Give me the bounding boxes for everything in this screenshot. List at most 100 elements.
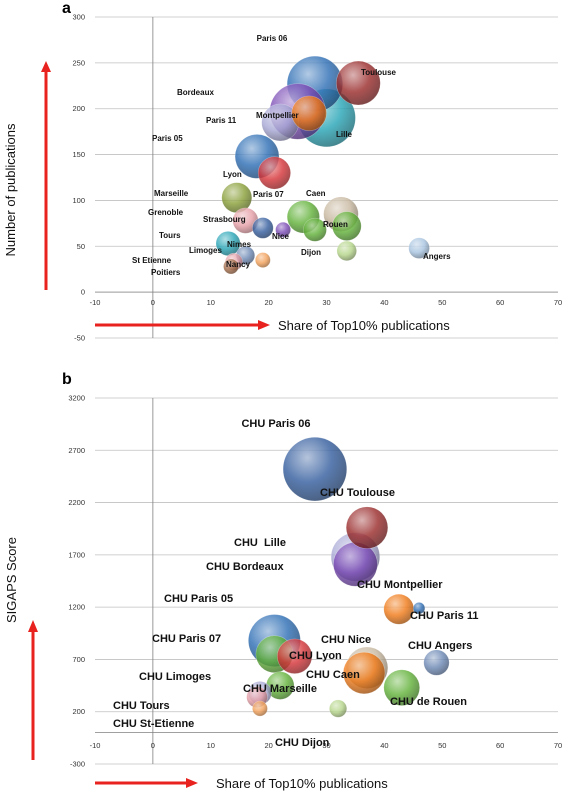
bubble-label: CHU Dijon bbox=[275, 737, 330, 749]
bubble-label: Grenoble bbox=[148, 208, 184, 217]
bubble-label: CHU Toulouse bbox=[320, 487, 395, 499]
bubble-chu-paris-11 bbox=[413, 602, 426, 615]
panel-a-y-axis-title: Number of publications bbox=[3, 123, 18, 256]
bubble-chu-paris-06 bbox=[282, 436, 348, 502]
bubble-chu-lyon bbox=[277, 638, 313, 674]
bubble-dijon bbox=[336, 240, 357, 262]
bubble-label: CHU Paris 07 bbox=[152, 633, 221, 645]
x-tick-label: 70 bbox=[554, 298, 562, 307]
y-tick-label: 200 bbox=[72, 104, 85, 113]
bubble-label: Poitiers bbox=[151, 268, 181, 277]
panel-b-grid bbox=[95, 397, 558, 765]
y-tick-label: 2700 bbox=[68, 446, 85, 455]
panel-b-letter: b bbox=[62, 371, 72, 388]
bubble-nancy bbox=[255, 252, 271, 268]
y-tick-label: 300 bbox=[72, 13, 85, 22]
panel-a-ticks: -50 0 50 100 150 200 250 300 -10 0 10 20 30 40 50 60 70 bbox=[72, 13, 562, 343]
bubble-label: CHU Paris 06 bbox=[241, 418, 310, 430]
bubble-toulouse bbox=[336, 60, 381, 106]
y-tick-label: 100 bbox=[72, 196, 85, 205]
panel-b-ticks: -300 200 700 1200 1700 2200 2700 3200 -10 0 10 20 30… bbox=[68, 394, 562, 769]
bubble-rouen bbox=[331, 211, 362, 241]
bubble-label: CHU Angers bbox=[408, 640, 472, 652]
bubble-label: CHU St-Etienne bbox=[113, 718, 194, 730]
x-tick-label: 60 bbox=[496, 741, 504, 750]
bubble-nimes bbox=[275, 221, 291, 238]
bubble-chu-angers bbox=[423, 649, 450, 676]
panel-b-x-axis-title: Share of Top10% publications bbox=[216, 776, 388, 791]
panel-a-x-axis-title: Share of Top10% publications bbox=[278, 318, 450, 333]
bubble-label: CHU Paris 05 bbox=[164, 593, 233, 605]
bubble-chu-de-rouen bbox=[383, 669, 420, 706]
panel-b-y-arrow bbox=[28, 620, 38, 760]
bubble-chu-st-etienne bbox=[252, 700, 268, 717]
bubble-chu-toulouse bbox=[345, 506, 389, 549]
x-tick-label: 40 bbox=[380, 298, 388, 307]
bubble-label: Paris 11 bbox=[206, 116, 237, 125]
bubble-label: CHU Nice bbox=[321, 634, 371, 646]
bubble-label: Paris 06 bbox=[257, 34, 288, 43]
bubble-nice bbox=[303, 217, 327, 242]
x-tick-label: -10 bbox=[90, 298, 101, 307]
bubble-angers bbox=[408, 237, 430, 259]
panel-b: b -300 200 700 1200 1700 2200 2700 3200 -10 0 10 20… bbox=[4, 371, 562, 791]
x-tick-label: 20 bbox=[264, 298, 272, 307]
bubble-label: Paris 05 bbox=[152, 134, 183, 143]
x-tick-label: 30 bbox=[322, 298, 330, 307]
panel-a-x-arrow bbox=[95, 320, 270, 330]
bubble-label: CHU de Rouen bbox=[390, 696, 467, 708]
bubble-label: CHU Caen bbox=[306, 669, 360, 681]
bubble-label: Lyon bbox=[223, 170, 242, 179]
x-tick-label: -10 bbox=[90, 741, 101, 750]
bubble-label: Montpellier bbox=[256, 111, 299, 120]
bubble-label: Angers bbox=[423, 252, 451, 261]
y-tick-label: 50 bbox=[77, 242, 85, 251]
bubble-label: CHU Lyon bbox=[289, 650, 342, 662]
x-tick-label: 10 bbox=[207, 741, 215, 750]
bubble-label: Rouen bbox=[323, 220, 348, 229]
bubble-label: CHU Paris 11 bbox=[410, 610, 478, 622]
bubble-label: Nimes bbox=[227, 240, 252, 249]
bubble-label: Bordeaux bbox=[177, 88, 214, 97]
panel-a-bubbles bbox=[215, 55, 430, 275]
x-tick-label: 50 bbox=[438, 298, 446, 307]
y-tick-label: 3200 bbox=[68, 394, 85, 403]
x-tick-label: 0 bbox=[151, 298, 155, 307]
panel-b-y-axis-title: SIGAPS Score bbox=[4, 537, 19, 623]
y-tick-label: 1200 bbox=[68, 603, 85, 612]
x-tick-label: 50 bbox=[438, 741, 446, 750]
y-tick-label: 250 bbox=[72, 58, 85, 67]
x-tick-label: 0 bbox=[151, 741, 155, 750]
panel-b-bubbles bbox=[246, 436, 450, 718]
y-tick-label: 150 bbox=[72, 150, 85, 159]
x-tick-label: 70 bbox=[554, 741, 562, 750]
bubble-chu-caen bbox=[342, 651, 386, 695]
bubble-label: CHU Tours bbox=[113, 700, 170, 712]
panel-a-y-arrow bbox=[41, 61, 51, 290]
bubble-label: CHU Marseille bbox=[243, 683, 317, 695]
bubble-label: Nice bbox=[272, 232, 289, 241]
y-tick-label: 200 bbox=[72, 707, 85, 716]
x-tick-label: 40 bbox=[380, 741, 388, 750]
y-tick-label: 700 bbox=[72, 655, 85, 664]
bubble-label: Toulouse bbox=[361, 68, 397, 77]
panel-a-labels: Paris 06 Toulouse Bordeaux Lille Montpellier… bbox=[132, 34, 451, 277]
y-tick-label: -300 bbox=[70, 760, 85, 769]
bubble-label: Tours bbox=[159, 231, 181, 240]
bubble-label: Paris 07 bbox=[253, 190, 284, 199]
bubble-label: Nancy bbox=[226, 260, 251, 269]
panel-b-x-arrow bbox=[95, 778, 198, 788]
x-tick-label: 30 bbox=[322, 741, 330, 750]
bubble-label: Dijon bbox=[301, 248, 321, 257]
y-tick-label: 1700 bbox=[68, 550, 85, 559]
y-tick-label: 2200 bbox=[68, 498, 85, 507]
x-tick-label: 60 bbox=[496, 298, 504, 307]
bubble-label: Marseille bbox=[154, 189, 189, 198]
panel-b-labels: CHU Paris 06 CHU Toulouse CHU Lille CHU Bor… bbox=[113, 418, 478, 749]
bubble-montpellier bbox=[291, 95, 327, 131]
panel-a: a -50 0 50 100 150 200 250 300 -10 0 10 20 30 40 50 60 7… bbox=[3, 0, 562, 343]
bubble-label: St Etienne bbox=[132, 256, 172, 265]
bubble-label: Lille bbox=[336, 130, 353, 139]
bubble-chu-dijon bbox=[329, 699, 348, 718]
